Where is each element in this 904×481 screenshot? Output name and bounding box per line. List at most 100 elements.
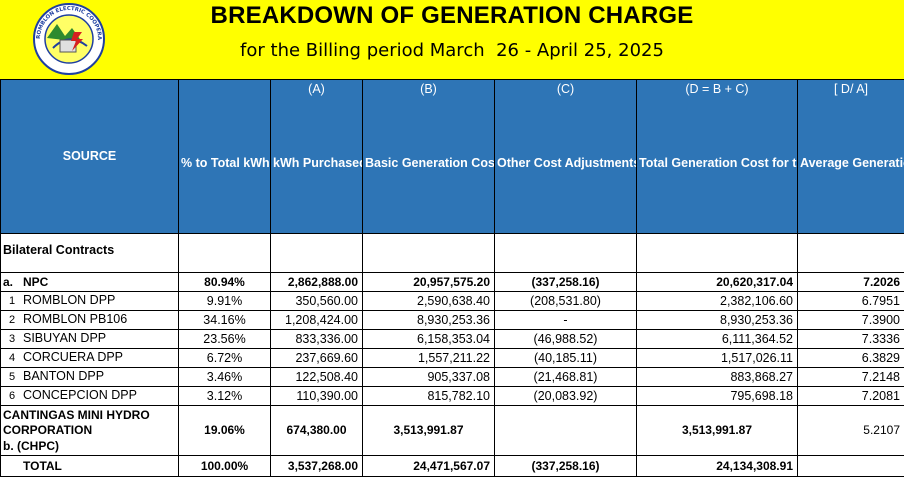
column-header-average-cost: [ D/ A] Average Generation Cost (Php/kWh… xyxy=(797,79,904,234)
table-row: 2 ROMBLON PB106 34.16% 1,208,424.00 8,930… xyxy=(0,310,904,330)
other-cost-cell: (21,468.81) xyxy=(494,367,637,387)
total-cost-cell: 6,111,364.52 xyxy=(636,329,798,349)
source-name: CONCEPCION DPP xyxy=(23,388,137,402)
table-row-total: TOTAL 100.00% 3,537,268.00 24,471,567.07… xyxy=(0,455,904,477)
column-header-label: Basic Generation Cost (Php) xyxy=(365,156,495,170)
average-cost-cell: 7.2081 xyxy=(797,386,904,406)
percent-cell: 3.46% xyxy=(178,367,271,387)
basic-cost-cell: 3,513,991.87 xyxy=(362,405,495,456)
average-cost-cell: 7.2026 xyxy=(797,272,904,292)
kwh-cell: 674,380.00 xyxy=(270,405,363,456)
column-header-label: kWh Purchased xyxy=(273,156,363,170)
total-cost-cell: 1,517,026.11 xyxy=(636,348,798,368)
other-cost-cell: (20,083.92) xyxy=(494,386,637,406)
column-code: [ D/ A] xyxy=(833,82,869,96)
kwh-cell: 110,390.00 xyxy=(270,386,363,406)
percent-cell: 100.00% xyxy=(178,455,271,477)
column-header-total-cost: (D = B + C) Total Generation Cost for th… xyxy=(636,79,798,234)
billing-period-subtitle: for the Billing period March 26 - April … xyxy=(240,40,664,61)
average-cost-cell: 7.3900 xyxy=(797,310,904,330)
kwh-cell: 122,508.40 xyxy=(270,367,363,387)
percent-cell: 34.16% xyxy=(178,310,271,330)
empty-cell xyxy=(494,233,637,273)
table-row: 5 BANTON DPP 3.46% 122,508.40 905,337.08 … xyxy=(0,367,904,387)
average-cost-cell: 6.7951 xyxy=(797,291,904,311)
table-row-chpc: CANTINGAS MINI HYDRO CORPORATION b. (CHP… xyxy=(0,405,904,456)
average-cost-cell: 6.3829 xyxy=(797,348,904,368)
row-letter: a. xyxy=(3,274,14,289)
empty-cell xyxy=(178,233,271,273)
source-name: BANTON DPP xyxy=(23,369,105,383)
basic-cost-cell: 815,782.10 xyxy=(362,386,495,406)
column-header-label: Total Generation Cost for the Month xyxy=(639,156,797,170)
column-header-kwh: (A) kWh Purchased xyxy=(270,79,363,234)
source-cell: 6 CONCEPCION DPP xyxy=(0,386,179,406)
source-abbreviation: (CHPC) xyxy=(17,438,60,453)
column-code: (A) xyxy=(308,82,325,96)
other-cost-cell: (40,185.11) xyxy=(494,348,637,368)
basic-cost-cell: 905,337.08 xyxy=(362,367,495,387)
average-cost-cell: 7.2148 xyxy=(797,367,904,387)
source-cell: a. NPC xyxy=(0,272,179,292)
row-index: 1 xyxy=(9,295,16,307)
basic-cost-cell: 8,930,253.36 xyxy=(362,310,495,330)
source-name: NPC xyxy=(23,274,49,289)
column-code: (D = B + C) xyxy=(685,82,749,96)
kwh-cell: 3,537,268.00 xyxy=(270,455,363,477)
source-name: SIBUYAN DPP xyxy=(23,331,107,345)
basic-cost-cell: 6,158,353.04 xyxy=(362,329,495,349)
table-row: 3 SIBUYAN DPP 23.56% 833,336.00 6,158,353… xyxy=(0,329,904,349)
empty-cell xyxy=(797,233,904,273)
basic-cost-cell: 24,471,567.07 xyxy=(362,455,495,477)
total-cost-cell: 8,930,253.36 xyxy=(636,310,798,330)
section-row-bilateral: Bilateral Contracts xyxy=(0,233,904,273)
total-cost-cell: 795,698.18 xyxy=(636,386,798,406)
average-cost-cell: 5.2107 xyxy=(797,405,904,456)
total-cost-cell: 2,382,106.60 xyxy=(636,291,798,311)
source-cell: 2 ROMBLON PB106 xyxy=(0,310,179,330)
cooperative-logo-icon: ROMBLON ELECTRIC COOPERATIVE, INC. xyxy=(30,2,105,75)
average-cost-cell xyxy=(797,455,904,477)
percent-cell: 3.12% xyxy=(178,386,271,406)
source-name: CANTINGAS MINI HYDRO CORPORATION xyxy=(3,407,150,437)
source-cell: TOTAL xyxy=(0,455,179,477)
percent-cell: 6.72% xyxy=(178,348,271,368)
column-header-label: Average Generation Cost (Php/kWh) xyxy=(800,156,904,170)
table-row-npc: a. NPC 80.94% 2,862,888.00 20,957,575.20 … xyxy=(0,272,904,292)
row-index: 3 xyxy=(9,333,16,345)
table-row: 4 CORCUERA DPP 6.72% 237,669.60 1,557,211… xyxy=(0,348,904,368)
other-cost-cell: (46,988.52) xyxy=(494,329,637,349)
table-row: 1 ROMBLON DPP 9.91% 350,560.00 2,590,638.… xyxy=(0,291,904,311)
row-letter: b. xyxy=(3,438,14,453)
source-name: CORCUERA DPP xyxy=(23,350,124,364)
column-header-percent: % to Total kWh Purchased xyxy=(178,79,271,234)
basic-cost-cell: 20,957,575.20 xyxy=(362,272,495,292)
kwh-cell: 1,208,424.00 xyxy=(270,310,363,330)
source-cell: CANTINGAS MINI HYDRO CORPORATION b. (CHP… xyxy=(0,405,179,456)
basic-cost-cell: 2,590,638.40 xyxy=(362,291,495,311)
empty-cell xyxy=(636,233,798,273)
column-code: (B) xyxy=(420,82,437,96)
row-index: 4 xyxy=(9,352,16,364)
source-cell: 5 BANTON DPP xyxy=(0,367,179,387)
row-index: 2 xyxy=(9,314,16,326)
source-name: ROMBLON PB106 xyxy=(23,312,128,326)
kwh-cell: 237,669.60 xyxy=(270,348,363,368)
total-cost-cell: 883,868.27 xyxy=(636,367,798,387)
column-header-label: % to Total kWh Purchased xyxy=(181,156,270,170)
column-header-other-cost: (C) Other Cost Adjustments (DAA, NSS, an… xyxy=(494,79,637,234)
generation-charge-table: SOURCE % to Total kWh Purchased (A) kWh … xyxy=(0,79,904,477)
column-header-label: SOURCE xyxy=(62,149,117,163)
column-header-label: Other Cost Adjustments (DAA, NSS, and ot… xyxy=(497,156,637,170)
other-cost-cell: (337,258.16) xyxy=(494,272,637,292)
total-cost-cell: 3,513,991.87 xyxy=(636,405,798,456)
average-cost-cell: 7.3336 xyxy=(797,329,904,349)
basic-cost-cell: 1,557,211.22 xyxy=(362,348,495,368)
page-title: BREAKDOWN OF GENERATION CHARGE xyxy=(210,2,694,29)
source-cell: 3 SIBUYAN DPP xyxy=(0,329,179,349)
other-cost-cell: (337,258.16) xyxy=(494,455,637,477)
empty-cell xyxy=(270,233,363,273)
source-cell: 1 ROMBLON DPP xyxy=(0,291,179,311)
table-header-row: SOURCE % to Total kWh Purchased (A) kWh … xyxy=(0,79,904,234)
percent-cell: 9.91% xyxy=(178,291,271,311)
